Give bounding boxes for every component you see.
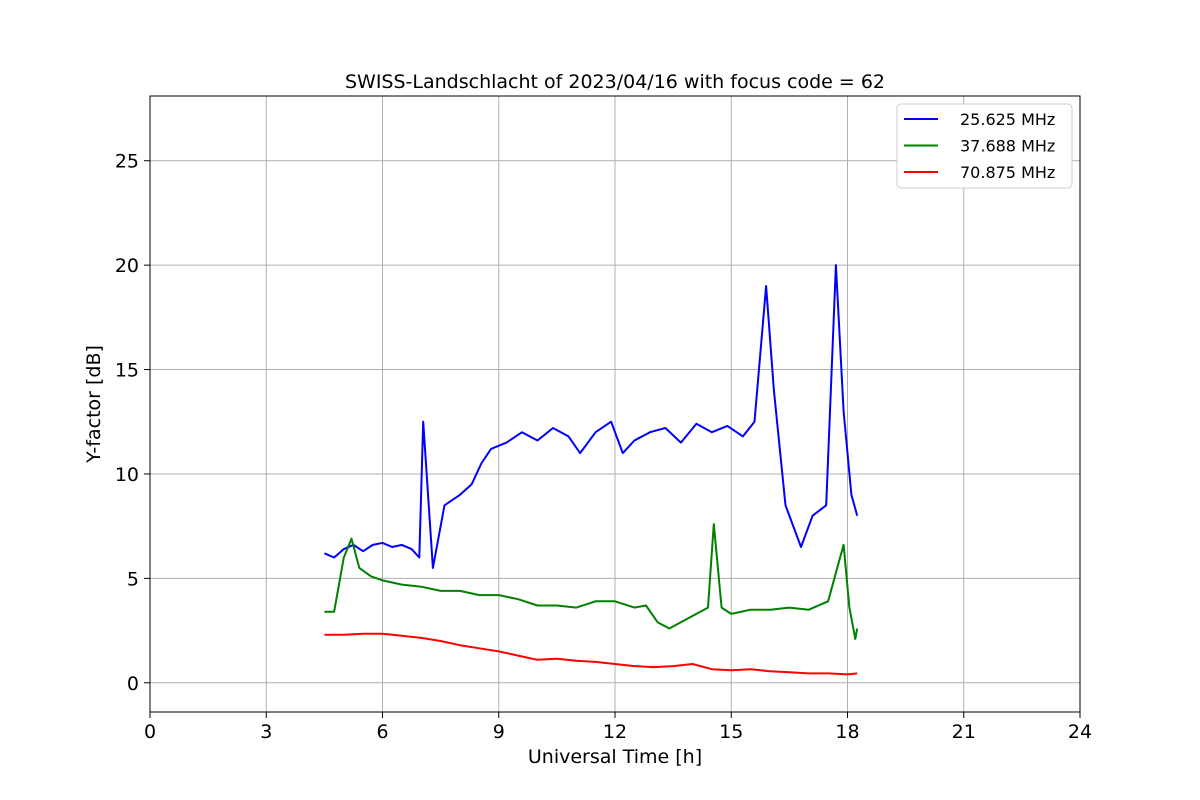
y-axis-label: Y-factor [dB] — [83, 345, 105, 464]
x-tick-label: 0 — [144, 721, 156, 743]
x-tick-label: 3 — [260, 721, 272, 743]
series-line-1 — [324, 523, 859, 640]
x-axis-label: Universal Time [h] — [528, 746, 702, 768]
y-tick-label: 15 — [115, 360, 139, 382]
x-tick-label: 6 — [376, 721, 388, 743]
series-lines — [324, 264, 859, 676]
x-tick-label: 9 — [493, 721, 505, 743]
chart-title: SWISS-Landschlacht of 2023/04/16 with fo… — [345, 71, 885, 93]
legend-label: 70.875 MHz — [960, 163, 1055, 182]
axis-ticks: 0 3 6 9 12 15 18 21 24 0 5 10 15 20 25 — [115, 151, 1092, 743]
x-tick-label: 24 — [1068, 721, 1092, 743]
legend-label: 25.625 MHz — [960, 110, 1055, 129]
x-tick-label: 12 — [603, 721, 627, 743]
legend-label: 37.688 MHz — [960, 137, 1055, 156]
x-tick-label: 21 — [952, 721, 976, 743]
legend-box — [896, 103, 1073, 189]
y-tick-label: 10 — [115, 464, 139, 486]
series-line-2 — [324, 632, 858, 676]
x-tick-label: 18 — [835, 721, 859, 743]
x-tick-label: 15 — [719, 721, 743, 743]
y-tick-label: 20 — [115, 255, 139, 277]
legend: 25.625 MHz 37.688 MHz 70.875 MHz — [896, 103, 1073, 189]
y-tick-label: 0 — [127, 673, 139, 695]
y-tick-label: 25 — [115, 151, 139, 173]
y-tick-label: 5 — [127, 568, 139, 590]
series-line-0 — [324, 264, 859, 569]
